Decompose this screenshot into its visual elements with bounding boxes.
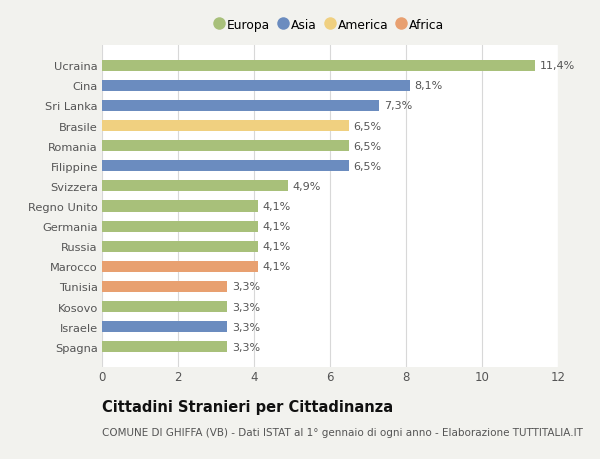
Bar: [102, 221, 258, 232]
Bar: [102, 302, 227, 313]
Bar: [102, 61, 535, 72]
Text: 3,3%: 3,3%: [232, 322, 260, 332]
Text: 11,4%: 11,4%: [540, 61, 575, 71]
Text: 7,3%: 7,3%: [384, 101, 412, 111]
Bar: [102, 181, 288, 192]
Bar: [102, 281, 227, 292]
Bar: [102, 141, 349, 152]
Text: 8,1%: 8,1%: [415, 81, 443, 91]
Text: 3,3%: 3,3%: [232, 282, 260, 292]
Text: 4,1%: 4,1%: [262, 262, 290, 272]
Bar: [102, 81, 410, 92]
Text: 4,1%: 4,1%: [262, 202, 290, 212]
Text: 4,1%: 4,1%: [262, 222, 290, 232]
Text: COMUNE DI GHIFFA (VB) - Dati ISTAT al 1° gennaio di ogni anno - Elaborazione TUT: COMUNE DI GHIFFA (VB) - Dati ISTAT al 1°…: [102, 427, 583, 437]
Bar: [102, 321, 227, 332]
Bar: [102, 101, 379, 112]
Text: 6,5%: 6,5%: [353, 121, 382, 131]
Text: 4,1%: 4,1%: [262, 242, 290, 252]
Legend: Europa, Asia, America, Africa: Europa, Asia, America, Africa: [214, 17, 446, 34]
Bar: [102, 121, 349, 132]
Bar: [102, 341, 227, 353]
Text: Cittadini Stranieri per Cittadinanza: Cittadini Stranieri per Cittadinanza: [102, 399, 393, 414]
Bar: [102, 261, 258, 272]
Text: 6,5%: 6,5%: [353, 141, 382, 151]
Text: 4,9%: 4,9%: [293, 181, 321, 191]
Text: 3,3%: 3,3%: [232, 302, 260, 312]
Text: 3,3%: 3,3%: [232, 342, 260, 352]
Bar: [102, 241, 258, 252]
Bar: [102, 161, 349, 172]
Bar: [102, 201, 258, 212]
Text: 6,5%: 6,5%: [353, 162, 382, 171]
